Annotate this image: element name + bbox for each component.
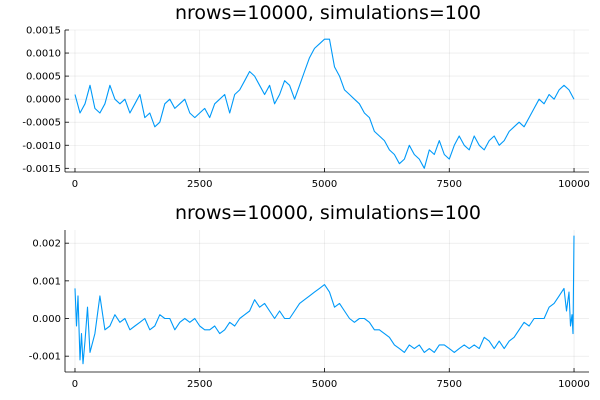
- top-x-tick-label: 5000: [312, 179, 337, 190]
- top-series-line: [74, 38, 575, 169]
- bottom-x-tick-label: 0: [72, 379, 78, 390]
- bottom-x-tick-label: 5000: [312, 379, 337, 390]
- top-y-tick-label: -0.0005: [22, 118, 61, 129]
- top-x-tick-label: 2500: [187, 179, 212, 190]
- top-x-tick-label: 7500: [437, 179, 462, 190]
- bottom-x-tick-label: 7500: [437, 379, 462, 390]
- bottom-series-line: [74, 235, 575, 365]
- bottom-x-tick-label: 2500: [187, 379, 212, 390]
- top-x-tick-label: 10000: [558, 179, 590, 190]
- top-x-tick-label: 0: [72, 179, 78, 190]
- top-y-tick-label: -0.0010: [22, 141, 61, 152]
- bottom-y-tick-label: 0.000: [32, 314, 61, 325]
- top-y-tick-label: 0.0010: [26, 49, 61, 60]
- top-y-tick-label: -0.0015: [22, 164, 61, 175]
- bottom-y-tick-label: 0.001: [32, 276, 61, 287]
- bottom-x-tick-label: 10000: [558, 379, 590, 390]
- top-chart-panel: nrows=10000, simulations=100 0 2500 5000 75…: [22, 2, 590, 190]
- top-y-tick-label: 0.0015: [26, 26, 61, 37]
- top-y-tick-label: 0.0005: [26, 72, 61, 83]
- bottom-y-tick-label: 0.002: [32, 239, 61, 250]
- bottom-chart-panel: nrows=10000, simulations=100 0 2500 5000 75…: [29, 202, 590, 390]
- bottom-y-tick-label: -0.001: [29, 352, 61, 363]
- top-y-tick-label: 0.0000: [26, 95, 61, 106]
- bottom-chart-title: nrows=10000, simulations=100: [175, 202, 481, 224]
- top-chart-title: nrows=10000, simulations=100: [175, 2, 481, 24]
